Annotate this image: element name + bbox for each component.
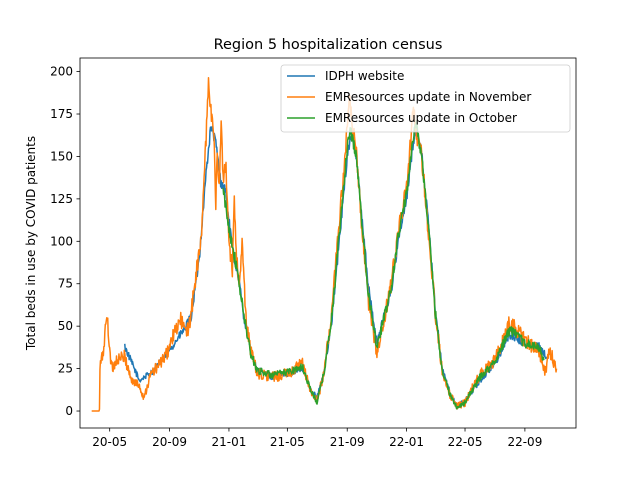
plot-frame xyxy=(79,57,577,429)
x-tick-label: 22-05 xyxy=(448,435,483,449)
legend-label: EMResources update in October xyxy=(325,111,517,125)
x-tick-label: 22-01 xyxy=(389,435,424,449)
x-tick-label: 20-09 xyxy=(152,435,187,449)
y-tick-label: 200 xyxy=(50,65,73,79)
y-tick-label: 25 xyxy=(58,362,73,376)
x-axis: 20-05 20-09 21-01 21-05 21-09 22-01 22-05 22-09 xyxy=(92,428,542,449)
y-tick-label: 100 xyxy=(50,234,73,248)
series-line xyxy=(222,120,545,410)
plot-area xyxy=(79,57,577,429)
x-tick-label: 21-01 xyxy=(212,435,247,449)
y-tick-label: 150 xyxy=(50,149,73,163)
y-axis-label: Total beds in use by COVID patients xyxy=(24,136,38,351)
y-tick-label: 175 xyxy=(50,107,73,121)
legend-label: EMResources update in November xyxy=(325,90,531,104)
y-tick-label: 125 xyxy=(50,192,73,206)
y-tick-label: 50 xyxy=(58,319,73,333)
legend: IDPH website EMResources update in Novemb… xyxy=(280,64,571,133)
legend-label: IDPH website xyxy=(325,69,404,83)
series-layer xyxy=(91,77,558,412)
y-axis: 0 25 50 75 100 125 150 175 200 xyxy=(50,65,80,418)
y-tick-label: 0 xyxy=(65,404,73,418)
x-tick-label: 22-09 xyxy=(507,435,542,449)
legend-box xyxy=(280,64,571,133)
y-tick-label: 75 xyxy=(58,277,73,291)
x-tick-label: 21-05 xyxy=(270,435,305,449)
x-tick-label: 20-05 xyxy=(92,435,127,449)
chart-title: Region 5 hospitalization census xyxy=(214,37,443,53)
x-tick-label: 21-09 xyxy=(330,435,365,449)
